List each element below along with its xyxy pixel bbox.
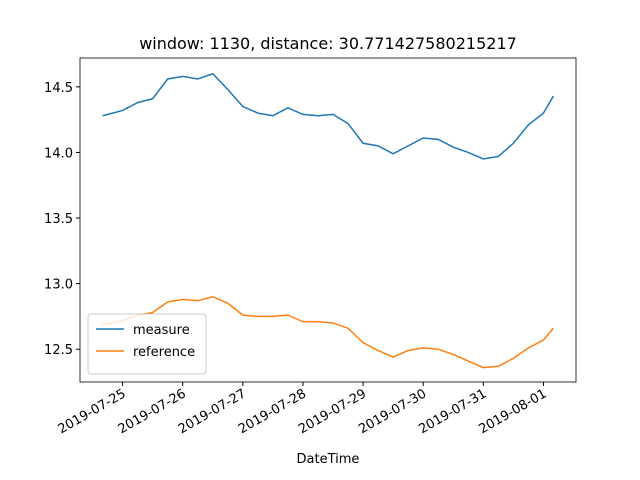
chart-title: window: 1130, distance: 30.7714275802152…: [139, 34, 517, 53]
legend-label: reference: [133, 345, 195, 360]
y-tick-label: 13.0: [44, 278, 73, 293]
legend-label: measure: [133, 323, 190, 338]
y-tick-label: 14.0: [44, 146, 73, 161]
x-axis-label: DateTime: [297, 452, 360, 467]
x-tick-label: 2019-07-31: [416, 386, 489, 437]
x-tick-label: 2019-07-28: [236, 386, 309, 437]
data-line: [102, 72, 555, 160]
x-tick-label: 2019-07-26: [116, 386, 189, 437]
x-tick-label: 2019-07-25: [56, 386, 129, 437]
y-tick-label: 14.5: [44, 81, 73, 96]
x-tick-label: 2019-07-30: [356, 386, 429, 437]
y-tick-label: 12.5: [44, 343, 73, 358]
axes-frame: [79, 57, 577, 383]
data-line: [102, 295, 555, 369]
y-tick-label: 13.5: [44, 212, 73, 227]
x-tick-label: 2019-07-27: [176, 386, 249, 437]
x-tick-label: 2019-08-01: [476, 386, 549, 437]
x-tick-label: 2019-07-29: [296, 386, 369, 437]
